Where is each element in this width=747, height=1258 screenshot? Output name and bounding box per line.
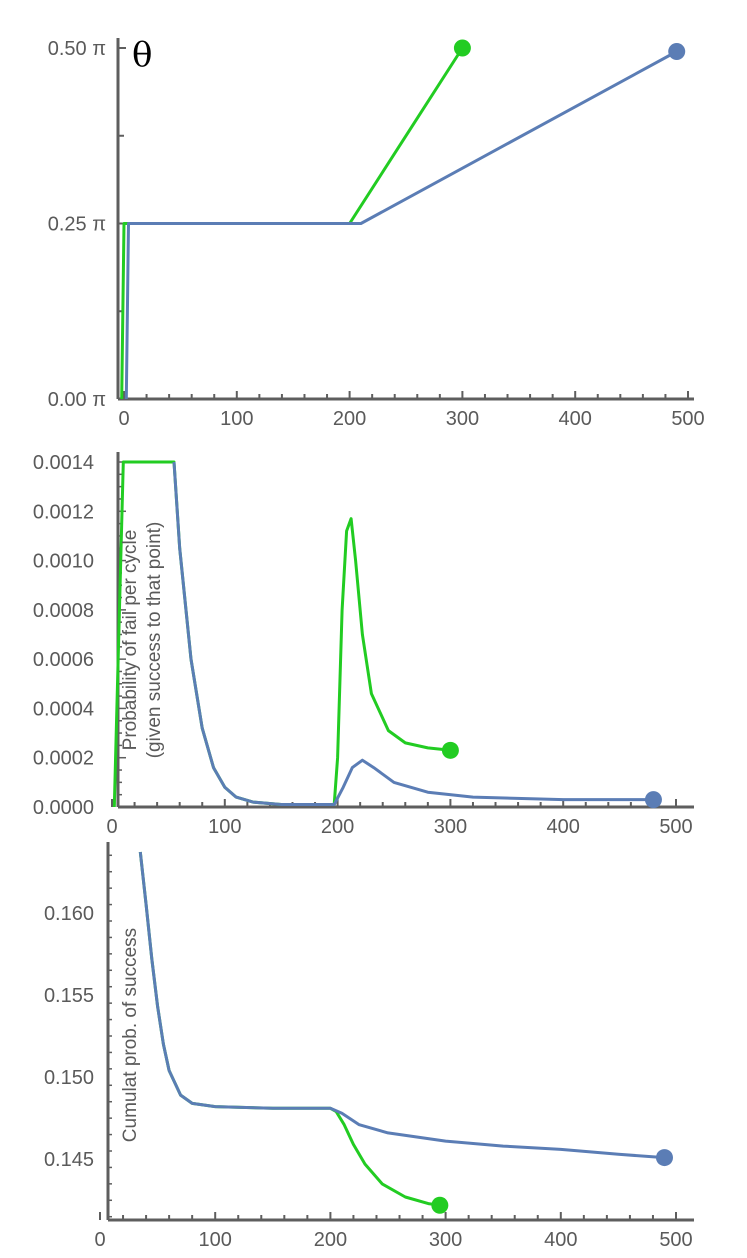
series-endpoint-1 bbox=[453, 39, 471, 57]
chart-panel-2: 0 100 200 300 400 500 0.0000 0.0002 0.0004 0.0006… bbox=[33, 452, 694, 838]
x-tick-label: 500 bbox=[659, 816, 692, 838]
chart-panel-1: 0 100 200 300 400 500 0.00 π 0.25 π 0.50 π θ bbox=[48, 35, 705, 430]
y-tick-label: 0.0002 bbox=[33, 748, 94, 770]
x-tick-label: 400 bbox=[547, 816, 580, 838]
x-tick-label: 0 bbox=[118, 408, 129, 430]
y-tick-label: 0.50 π bbox=[48, 38, 106, 60]
y-tick-label: 0.150 bbox=[44, 1067, 94, 1089]
series-endpoint-2 bbox=[655, 1149, 673, 1167]
y-tick-label: 0.0012 bbox=[33, 501, 94, 523]
x-tick-label: 300 bbox=[429, 1229, 462, 1251]
x-tick-label: 200 bbox=[333, 408, 366, 430]
series-endpoint-2 bbox=[644, 791, 662, 809]
x-tick-label: 200 bbox=[321, 816, 354, 838]
series-endpoint-1 bbox=[441, 741, 459, 759]
y-tick-label: 0.0004 bbox=[33, 698, 94, 720]
x-tick-label: 100 bbox=[220, 408, 253, 430]
x-tick-label: 500 bbox=[659, 1229, 692, 1251]
x-tick-label: 400 bbox=[559, 408, 592, 430]
series-endpoint-1 bbox=[431, 1196, 449, 1214]
x-tick-label: 400 bbox=[544, 1229, 577, 1251]
x-tick-label: 300 bbox=[434, 816, 467, 838]
x-tick-label: 100 bbox=[199, 1229, 232, 1251]
series-line-2 bbox=[172, 461, 654, 806]
y-tick-label: 0.145 bbox=[44, 1149, 94, 1171]
chart-panel-3: 0 100 200 300 400 500 0.145 0.150 0.155 0.160 Cumu… bbox=[44, 842, 694, 1251]
x-tick-label: 0 bbox=[94, 1229, 105, 1251]
y-tick-label: 0.155 bbox=[44, 985, 94, 1007]
x-tick-label: 100 bbox=[208, 816, 241, 838]
series-endpoint-2 bbox=[668, 43, 686, 61]
series-line-1 bbox=[138, 851, 441, 1207]
y-tick-label: 0.0014 bbox=[33, 452, 94, 474]
y-tick-label: 0.00 π bbox=[48, 389, 106, 411]
y-tick-label: 0.25 π bbox=[48, 214, 106, 236]
theta-annotation: θ bbox=[132, 35, 152, 75]
series-line-2 bbox=[124, 50, 678, 399]
y-tick-label: 0.160 bbox=[44, 903, 94, 925]
series-line-2 bbox=[138, 851, 665, 1160]
y-tick-label: 0.0006 bbox=[33, 649, 94, 671]
y-tick-label: 0.0000 bbox=[33, 797, 94, 819]
x-tick-label: 0 bbox=[106, 816, 117, 838]
y-tick-label: 0.0008 bbox=[33, 600, 94, 622]
x-tick-label: 200 bbox=[314, 1229, 347, 1251]
x-tick-label: 300 bbox=[446, 408, 479, 430]
x-tick-label: 500 bbox=[671, 408, 704, 430]
y-tick-label: 0.0010 bbox=[33, 551, 94, 573]
y-axis-label: Probability of fail per cycle (given succ… bbox=[120, 522, 165, 759]
y-axis-label: Cumulat prob. of success bbox=[120, 928, 141, 1142]
